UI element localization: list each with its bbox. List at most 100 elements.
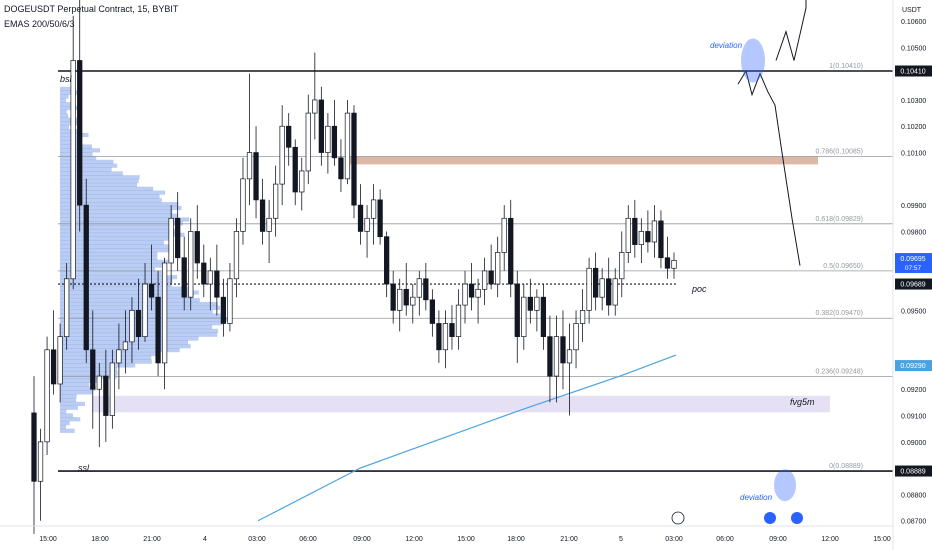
- candle-down: [201, 262, 207, 285]
- candle-down: [175, 217, 181, 259]
- time-tick: 06:00: [299, 536, 317, 543]
- deviation-bottom-label: deviation: [740, 493, 773, 502]
- candle-down: [253, 152, 259, 201]
- zones-layer: [92, 156, 830, 413]
- candle-down: [331, 125, 338, 159]
- profile-bar: [60, 251, 158, 257]
- candle-up: [64, 278, 70, 337]
- candle-down: [377, 199, 383, 238]
- candle-up: [207, 270, 213, 285]
- flag-icon[interactable]: [791, 512, 803, 524]
- price-tag-text: 0.10410: [900, 69, 925, 76]
- candle-down: [135, 309, 142, 337]
- profile-bar: [60, 178, 139, 184]
- candle-down: [645, 231, 651, 243]
- fib-label: 0(0.08889): [829, 463, 863, 470]
- candle-up: [57, 336, 63, 385]
- price-tick: 0.10100: [901, 151, 926, 158]
- projection-path: [737, 69, 801, 266]
- candle-up: [312, 99, 318, 114]
- time-tick: 12:00: [821, 536, 839, 543]
- price-tag-current: [895, 253, 932, 274]
- candle-down: [286, 125, 292, 148]
- profile-bar: [60, 401, 86, 406]
- candle-down: [390, 283, 396, 311]
- fib-levels: 1(0.10410) 0.786(0.10085) 0.618(0.09829) 0.…: [58, 63, 893, 472]
- profile-bar: [60, 386, 96, 391]
- deviation-top-label: deviation: [710, 41, 743, 50]
- indicator-legend[interactable]: EMAS 200/50/6/3: [4, 19, 75, 29]
- candle-down: [90, 349, 96, 390]
- candle-up: [364, 217, 370, 232]
- price-axis[interactable]: USDT 0.10600 0.10500 0.10300 0.10200 0.10100 0…: [892, 0, 926, 550]
- symbol-title[interactable]: DOGEUSDT Perpetual Contract, 15, BYBIT: [4, 4, 179, 14]
- annotations-layer: bsl ssl poc fvg5m deviation deviation: [60, 41, 815, 502]
- price-tag-ssl: [895, 465, 932, 477]
- profile-bar: [60, 221, 184, 226]
- price-tick: 0.09200: [901, 387, 926, 394]
- candle-down: [220, 296, 227, 324]
- candle-up: [96, 375, 102, 390]
- fib-label: 0.382(0.09470): [816, 310, 863, 317]
- candle-up: [495, 252, 501, 285]
- fvg-zone: [92, 395, 830, 413]
- profile-bar: [60, 129, 78, 134]
- fib-label: 0.5(0.09650): [823, 263, 863, 270]
- candle-down: [77, 60, 83, 206]
- profile-bar: [60, 209, 173, 214]
- candle-up: [233, 231, 240, 280]
- candle-down: [338, 157, 344, 180]
- candle-down: [357, 204, 364, 232]
- profile-bar: [60, 205, 182, 211]
- candle-down: [508, 217, 514, 285]
- profile-bar: [60, 225, 173, 230]
- deviation-spike: [775, 0, 807, 61]
- profile-bar: [60, 267, 156, 272]
- fib-label: 0.618(0.09829): [816, 216, 863, 223]
- price-tag-bsl: [895, 65, 932, 77]
- time-tick: 5: [619, 536, 623, 543]
- candle-up: [599, 278, 605, 298]
- candle-up: [651, 220, 658, 243]
- candle-up: [240, 178, 246, 232]
- profile-bar: [60, 298, 200, 303]
- candle-up: [410, 296, 416, 306]
- profile-bar: [60, 152, 93, 157]
- profile-bar: [60, 186, 154, 191]
- profile-bar: [60, 363, 136, 368]
- candle-up: [481, 270, 488, 290]
- time-tick: 21:00: [143, 536, 161, 543]
- candle-up: [109, 362, 116, 416]
- price-tick: 0.10300: [901, 98, 926, 105]
- candle-up: [579, 309, 586, 324]
- profile-bar: [60, 175, 140, 180]
- profile-bar: [60, 167, 112, 172]
- profile-bar: [60, 367, 118, 372]
- profile-bar: [60, 198, 162, 203]
- price-tick: 0.09000: [901, 440, 926, 447]
- candle-up: [455, 304, 462, 337]
- time-axis[interactable]: 15:00 18:00 21:00 4 03:00 06:00 09:00 12:00 15:0…: [0, 511, 893, 543]
- price-tick: 0.09900: [901, 203, 926, 210]
- profile-bar: [60, 290, 199, 295]
- candle-down: [259, 199, 266, 232]
- candle-up: [462, 283, 468, 306]
- candle-down: [155, 296, 161, 364]
- profile-bar: [60, 405, 78, 410]
- currency-label: USDT: [902, 7, 922, 14]
- profile-bar: [60, 202, 179, 207]
- candle-up: [638, 231, 644, 245]
- candle-up: [442, 323, 449, 351]
- candle-down: [527, 296, 533, 311]
- ema-layer: [257, 354, 677, 522]
- profile-bar: [60, 194, 160, 199]
- lightning-icon[interactable]: [671, 511, 685, 525]
- profile-bar: [60, 240, 164, 245]
- profile-bar: [60, 371, 118, 376]
- profile-bar: [60, 378, 99, 383]
- candle-up: [573, 323, 579, 351]
- profile-bar: [60, 263, 165, 268]
- profile-bar: [60, 232, 185, 237]
- flag-icon[interactable]: [764, 512, 776, 524]
